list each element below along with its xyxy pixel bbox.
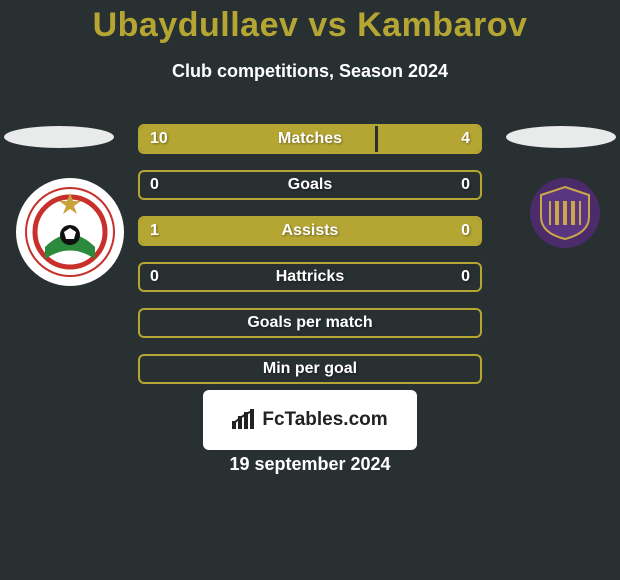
stat-label: Assists [140, 218, 480, 244]
player-ellipse-left [4, 126, 114, 148]
team-badge-right-icon [535, 183, 595, 243]
stat-label: Hattricks [140, 264, 480, 290]
team-badge-left: 1962 [16, 178, 124, 286]
player-ellipse-right [506, 126, 616, 148]
brand-badge: FcTables.com [203, 390, 417, 450]
stat-row: Min per goal [138, 354, 482, 384]
bar-chart-icon [232, 409, 256, 431]
page-title: Ubaydullaev vs Kambarov [0, 0, 620, 45]
stat-label: Min per goal [140, 356, 480, 382]
stat-row: 104Matches [138, 124, 482, 154]
date-label: 19 september 2024 [0, 454, 620, 475]
stat-label: Goals [140, 172, 480, 198]
page-subtitle: Club competitions, Season 2024 [0, 61, 620, 82]
comparison-bars: 104Matches 00Goals 10Assists 00Hattricks Goa… [138, 124, 482, 400]
stat-row: 10Assists [138, 216, 482, 246]
team-badge-right [530, 178, 600, 248]
stat-row: 00Goals [138, 170, 482, 200]
stat-row: 00Hattricks [138, 262, 482, 292]
stat-label: Goals per match [140, 310, 480, 336]
stat-label: Matches [140, 126, 480, 152]
brand-text: FcTables.com [262, 409, 387, 431]
stat-row: Goals per match [138, 308, 482, 338]
svg-text:1962: 1962 [61, 250, 79, 259]
team-badge-left-icon: 1962 [25, 187, 115, 277]
